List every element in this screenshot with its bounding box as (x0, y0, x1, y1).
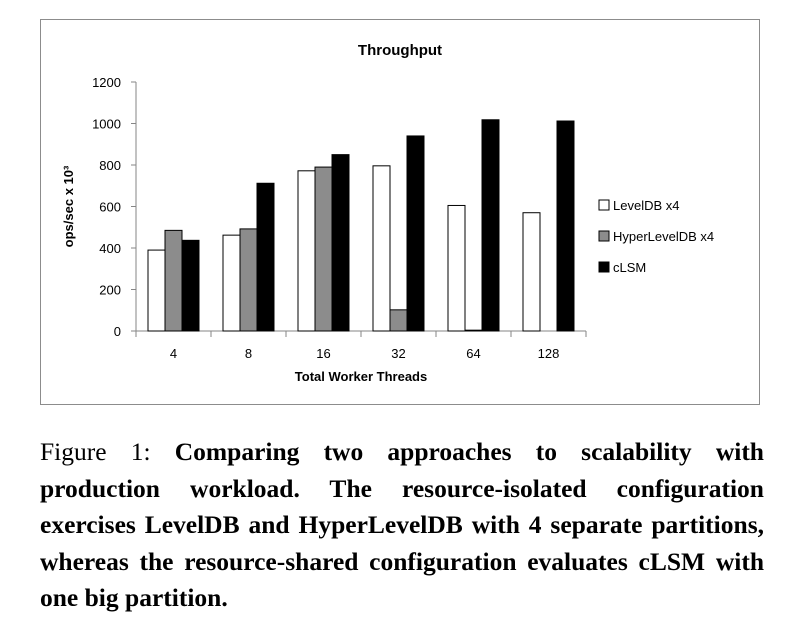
caption-label: Figure 1: (40, 437, 175, 466)
chart-title: Throughput (358, 42, 442, 59)
x-tick-label: 128 (538, 346, 560, 361)
legend-swatch-clsm (598, 261, 610, 273)
legend-label: HyperLevelDB x4 (613, 229, 714, 244)
figure-caption: Figure 1: Comparing two approaches to sc… (40, 434, 764, 617)
chart-frame: Throughput 0 200 400 600 800 1000 1200 4 8 16 32 64 1… (40, 19, 760, 405)
x-tick-label: 16 (316, 346, 330, 361)
bar-leveldb-x4-128 (522, 212, 541, 332)
throughput-chart: Throughput 0 200 400 600 800 1000 1200 4 8 16 32 64 1… (61, 42, 714, 384)
legend-swatch-leveldb-x4 (598, 199, 610, 211)
y-tick-label: 200 (99, 283, 121, 298)
y-tick-label: 400 (99, 241, 121, 256)
y-tick-label: 1200 (92, 75, 121, 90)
x-tick-label: 64 (466, 346, 480, 361)
bar-leveldb-x4-32 (372, 165, 391, 332)
bar-leveldb-x4-16 (297, 170, 316, 332)
bar-leveldb-x4-4 (147, 249, 166, 332)
y-tick-label: 1000 (92, 117, 121, 132)
bar-clsm-32 (406, 135, 425, 332)
y-axis-label: ops/sec x 10³ (61, 165, 76, 247)
bar-hyperleveldb-x4-16 (314, 166, 333, 332)
bar-clsm-4 (181, 239, 200, 332)
legend-label: cLSM (613, 260, 646, 275)
bar-clsm-16 (331, 154, 350, 332)
bar-leveldb-x4-64 (447, 204, 466, 332)
x-tick-label: 32 (391, 346, 405, 361)
x-axis-label: Total Worker Threads (295, 369, 427, 384)
y-tick-label: 0 (114, 324, 121, 339)
bar-hyperleveldb-x4-32 (389, 309, 408, 332)
bar-clsm-8 (256, 182, 275, 332)
bar-hyperleveldb-x4-8 (239, 228, 258, 332)
y-tick-label: 800 (99, 158, 121, 173)
bar-clsm-64 (481, 119, 500, 332)
bar-hyperleveldb-x4-4 (164, 229, 183, 332)
x-tick-label: 4 (170, 346, 177, 361)
legend-swatch-hyperleveldb-x4 (598, 230, 610, 242)
x-tick-label: 8 (245, 346, 252, 361)
y-tick-label: 600 (99, 200, 121, 215)
caption-text: Comparing two approaches to scalability … (40, 437, 764, 612)
legend-label: LevelDB x4 (613, 198, 679, 213)
bar-hyperleveldb-x4-64 (464, 329, 483, 332)
bar-leveldb-x4-8 (222, 234, 241, 332)
bar-clsm-128 (556, 120, 575, 332)
